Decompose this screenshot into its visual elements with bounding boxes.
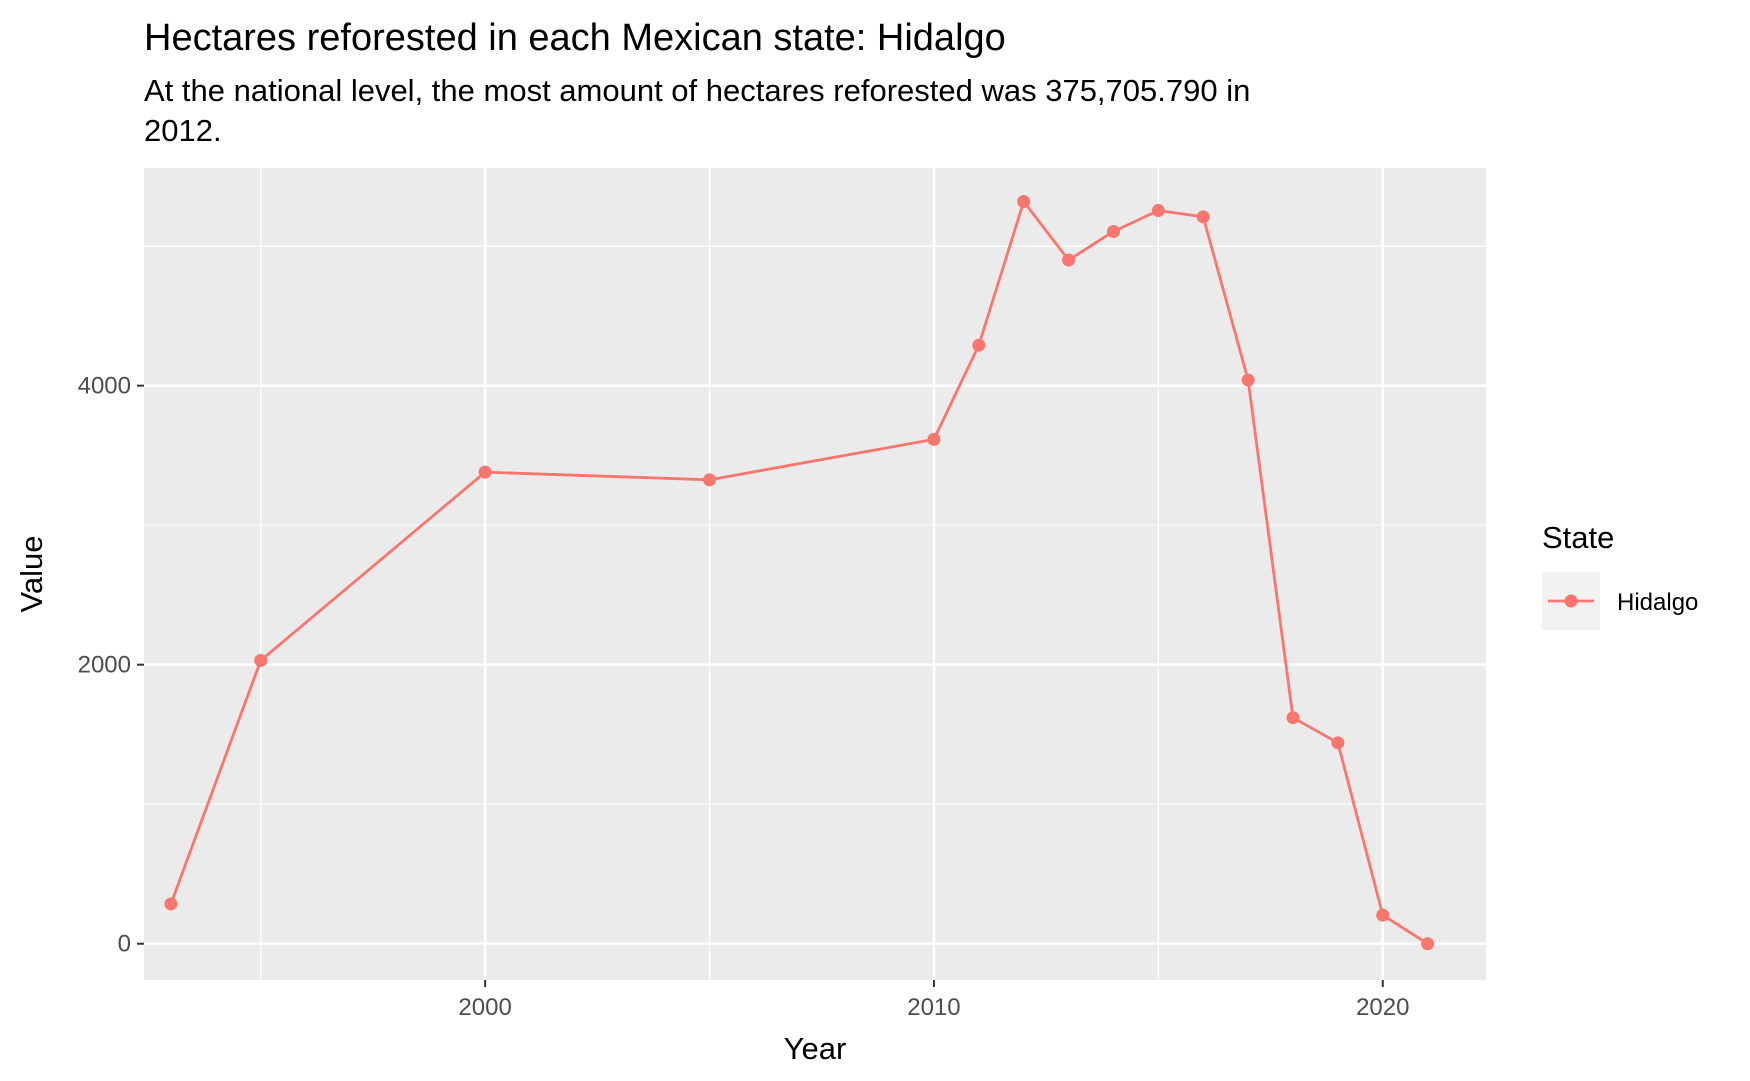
minor-gridlines [144,168,1486,980]
data-point [164,897,178,911]
x-tick-label: 2010 [907,994,960,1021]
x-axis: 2000 2010 2020 [458,980,1409,1021]
legend-key-point [1564,594,1578,608]
y-tick-label: 0 [118,931,131,958]
data-point [1286,711,1300,725]
data-point [478,465,492,479]
legend-label-hidalgo: Hidalgo [1617,589,1698,616]
x-axis-title: Year [784,1031,847,1066]
chart-subtitle-line-1: At the national level, the most amount o… [144,73,1250,108]
data-point [1376,908,1390,922]
data-point [1017,194,1031,208]
data-point [1151,204,1165,218]
x-tick-label: 2000 [458,994,511,1021]
y-axis: 0 2000 4000 [78,373,144,958]
data-point [1062,253,1076,267]
data-point [1106,224,1120,238]
data-point [1241,373,1255,387]
chart-title: Hectares reforested in each Mexican stat… [144,17,1006,59]
data-point [1196,210,1210,224]
data-point [703,473,717,487]
legend-title: State [1542,520,1614,555]
y-tick-label: 4000 [78,373,131,400]
y-axis-title: Value [14,536,49,613]
chart-subtitle-line-2: 2012. [144,113,222,148]
y-tick-label: 2000 [78,652,131,679]
data-point [254,654,268,668]
data-point [972,338,986,352]
data-point [1421,937,1435,951]
data-point [1331,736,1345,750]
series-layer [164,194,1435,951]
major-gridlines [144,168,1486,980]
x-tick-label: 2020 [1356,994,1409,1021]
legend: State Hidalgo [1542,520,1698,630]
plot-panel [144,168,1486,980]
series-line-hidalgo [169,200,1429,945]
data-point [927,432,941,446]
